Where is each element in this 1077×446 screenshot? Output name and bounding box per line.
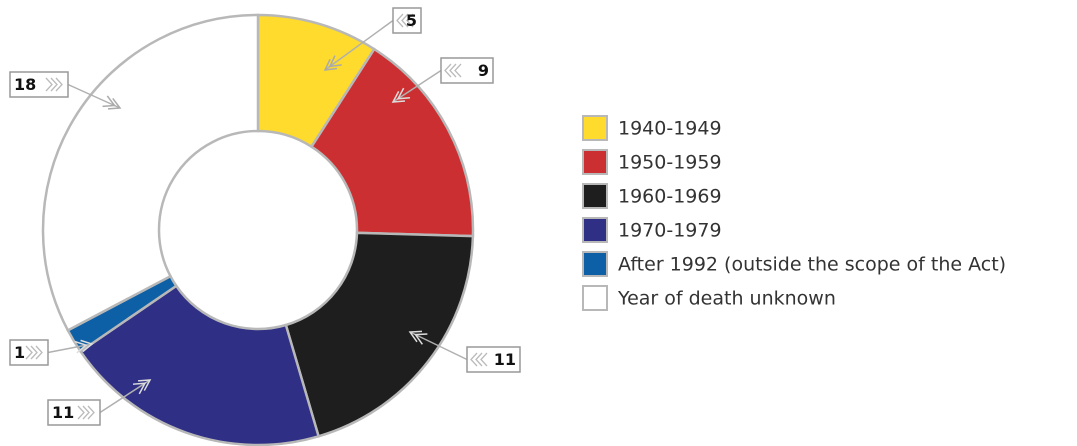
callout-arrow <box>328 55 342 68</box>
legend-label: After 1992 (outside the scope of the Act… <box>618 254 1006 276</box>
callout-chevron <box>30 345 38 360</box>
callout-arrow <box>132 382 147 395</box>
legend-label: Year of death unknown <box>617 288 836 310</box>
callout-chevron <box>454 63 462 78</box>
donut-slice <box>78 284 321 446</box>
data-label: 18 <box>14 75 36 94</box>
callout-arrow <box>323 58 337 71</box>
callout-chevron <box>82 405 90 420</box>
callout-chevron <box>401 13 409 28</box>
legend-label: 1970-1979 <box>618 220 722 242</box>
data-label: 9 <box>478 61 489 80</box>
callout-arrow <box>137 379 152 391</box>
donut-slice <box>284 231 475 438</box>
callout-chevron <box>87 405 95 420</box>
legend-swatch <box>582 251 608 277</box>
donut-slice <box>309 47 475 238</box>
callout-arrow <box>391 91 406 103</box>
legend-swatch <box>582 217 608 243</box>
callout-line <box>324 19 394 71</box>
data-label: 11 <box>494 350 516 369</box>
callout-line <box>392 69 442 103</box>
callout-box <box>9 339 49 366</box>
callout-arrow <box>74 340 88 354</box>
callout-arrow <box>107 97 122 110</box>
callout-arrow <box>413 333 428 345</box>
data-label: 11 <box>52 403 74 422</box>
callout-line <box>409 331 468 361</box>
callout-arrow <box>102 95 116 108</box>
legend-swatch <box>582 285 608 311</box>
callout-box <box>47 399 101 426</box>
callout-chevron <box>35 345 43 360</box>
legend-label: 1960-1969 <box>618 186 722 208</box>
callout-chevron <box>55 77 63 92</box>
callout-chevron <box>406 13 414 28</box>
callout-chevron <box>470 352 478 367</box>
data-label: 1 <box>14 343 25 362</box>
callout-chevron <box>449 63 457 78</box>
legend-swatch <box>582 115 608 141</box>
callout-line <box>99 379 151 414</box>
data-label: 5 <box>406 11 417 30</box>
callout-chevron <box>50 77 58 92</box>
legend-swatch <box>582 183 608 209</box>
donut-slice <box>41 13 260 333</box>
callout-line <box>67 83 121 109</box>
callout-chevron <box>77 405 85 420</box>
callout-arrow <box>408 330 423 343</box>
callout-chevron <box>475 352 483 367</box>
callout-box <box>9 71 69 98</box>
callout-chevron <box>444 63 452 78</box>
callout-chevron <box>25 345 33 360</box>
callout-chevron <box>45 77 53 92</box>
callout-chevron <box>396 13 404 28</box>
callout-arrow <box>396 87 411 100</box>
legend-label: 1940-1949 <box>618 118 722 140</box>
callout-arrow <box>80 339 94 353</box>
callout-chevron <box>480 352 488 367</box>
legend-swatch <box>582 149 608 175</box>
legend-label: 1950-1959 <box>618 152 722 174</box>
